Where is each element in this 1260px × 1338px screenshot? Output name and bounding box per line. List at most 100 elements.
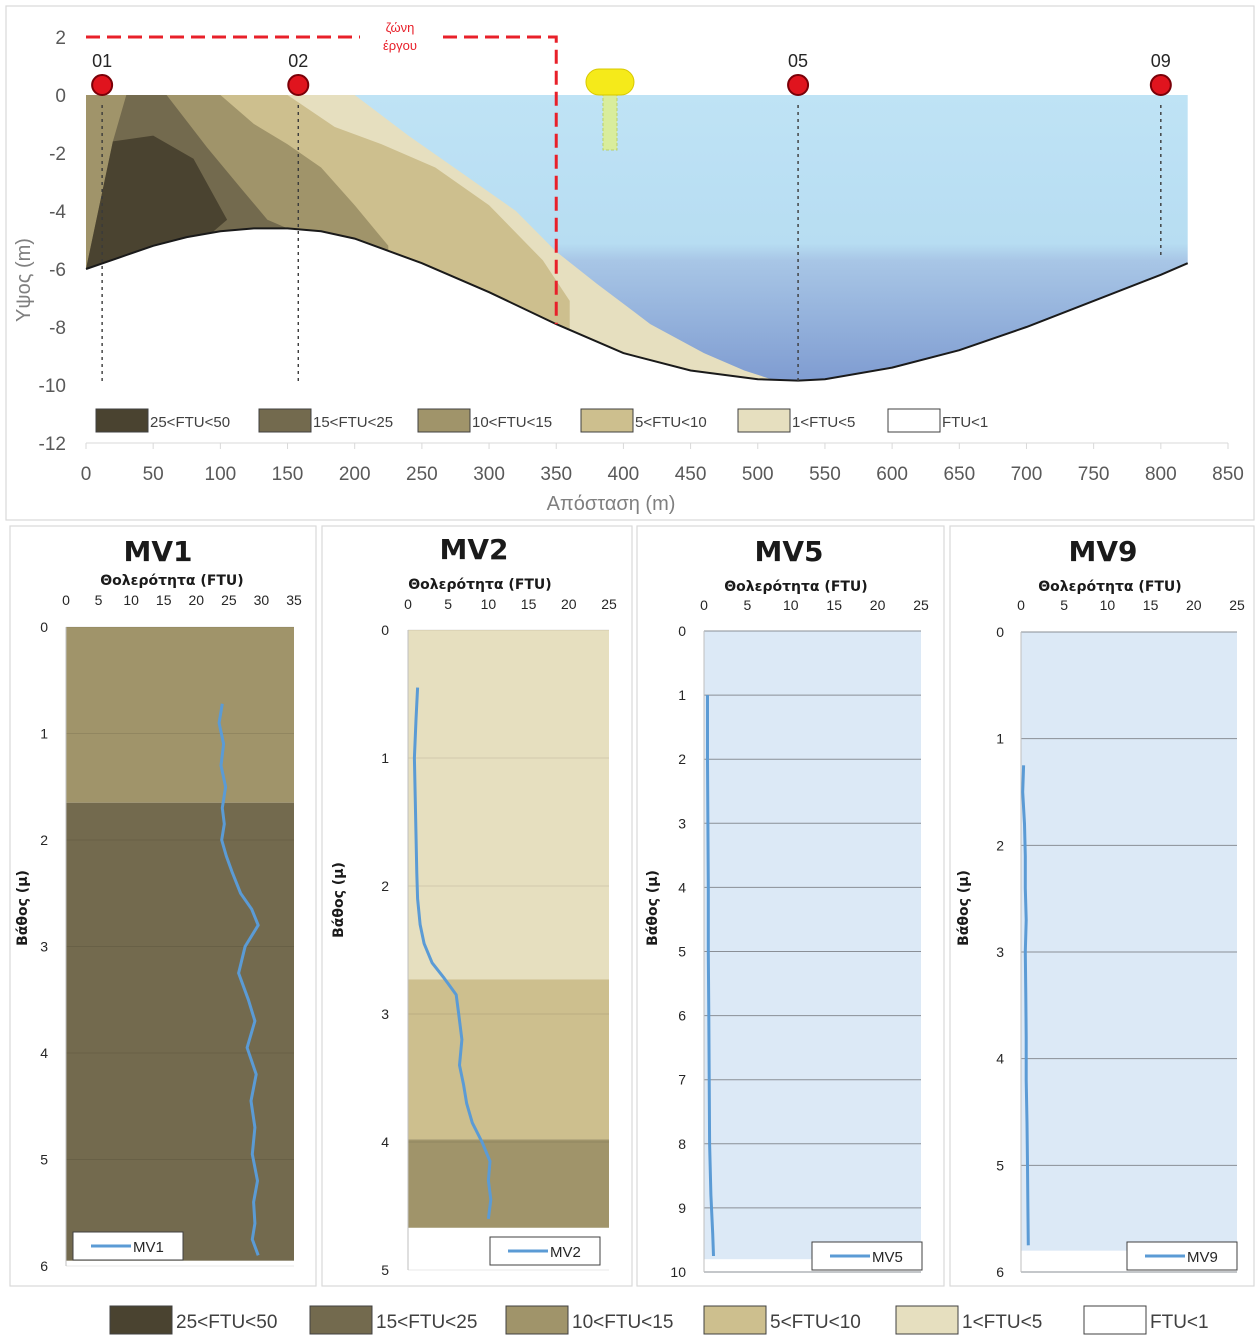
x-tick-label: 0: [404, 596, 412, 612]
cross-section-axes: 0 50 100 150 200 250 300 350 400 450 500 550 600 650 7…: [39, 28, 1244, 485]
y-tick-label: 0: [55, 86, 66, 107]
station-marker: [1149, 74, 1172, 96]
profile-plot: 0 1 2 3 4 5 6 7 8 9 10 0 5 10 15 20 25 MV5: [670, 597, 929, 1280]
x-tick-label: 350: [540, 464, 572, 485]
x-tick-label: 20: [1186, 597, 1202, 613]
x-tick-label: 5: [1060, 597, 1068, 613]
legend-label: FTU<1: [1150, 1312, 1209, 1333]
legend-label: 5<FTU<10: [635, 414, 707, 431]
panel-title: MV2: [439, 533, 508, 566]
y-tick-label: 6: [996, 1264, 1004, 1280]
station-marker: [787, 74, 810, 96]
y-tick-label: 2: [678, 751, 686, 767]
y-tick-label: 3: [678, 815, 686, 831]
panel-x-axis-title: Θολερότητα (FTU): [724, 579, 867, 595]
series-line-mv5: [706, 695, 715, 1257]
profile-panel-mv9: MV9 Θολερότητα (FTU) Βάθος (μ) 0 1 2 3 4 5 6 0 5…: [949, 525, 1255, 1287]
x-tick-label: 5: [444, 596, 452, 612]
x-tick-label: 50: [143, 464, 164, 485]
y-tick-label: 2: [40, 832, 48, 848]
y-tick-label: 0: [381, 622, 389, 638]
cross-section-marks: ζώνη έργου 01 02 05 09: [86, 18, 1172, 385]
x-tick-label: 650: [943, 464, 975, 485]
legend-label: 10<FTU<15: [472, 414, 552, 431]
panel-x-axis-title: Θολερότητα (FTU): [1038, 579, 1181, 595]
legend-label: 25<FTU<50: [176, 1312, 277, 1333]
legend-label: 1<FTU<5: [792, 414, 855, 431]
y-tick-label: -8: [49, 318, 66, 339]
series-line-mv9: [1021, 765, 1030, 1246]
x-tick-label: 600: [876, 464, 908, 485]
y-tick-label: 1: [996, 731, 1004, 747]
x-tick-label: 20: [188, 592, 204, 608]
legend-label: FTU<1: [942, 414, 988, 431]
legend-swatch: [887, 408, 941, 433]
legend-label: 10<FTU<15: [572, 1312, 673, 1333]
x-tick-label: 0: [700, 597, 708, 613]
legend-swatch: [258, 408, 312, 433]
y-tick-label: 3: [381, 1006, 389, 1022]
y-tick-label: 2: [55, 28, 66, 49]
x-tick-label: 10: [123, 592, 139, 608]
panel-x-axis-title: Θολερότητα (FTU): [408, 577, 551, 593]
y-tick-label: 3: [40, 939, 48, 955]
legend-swatch: [417, 408, 471, 433]
y-tick-label: -4: [49, 202, 66, 223]
x-tick-label: 15: [521, 596, 537, 612]
y-tick-label: -2: [49, 144, 66, 165]
project-zone-label: ζώνη: [386, 20, 415, 35]
panel-y-axis-title: Βάθος (μ): [645, 870, 661, 946]
y-tick-label: 0: [40, 619, 48, 635]
panel-title: MV1: [123, 535, 192, 568]
profile-panel-mv5: MV5 Θολερότητα (FTU) Βάθος (μ) 0 1 2 3 4 5 6 7 8…: [636, 525, 945, 1287]
buoy-chain: [602, 91, 618, 151]
y-tick-label: 2: [996, 837, 1004, 853]
x-axis-title: Απόσταση (m): [547, 493, 676, 515]
legend-label: 25<FTU<50: [150, 414, 230, 431]
profile-panel-mv2: MV2 Θολερότητα (FTU) Βάθος (μ) 0 1 2 3 4 5 0 5 1…: [321, 525, 633, 1287]
x-tick-label: 400: [608, 464, 640, 485]
legend-swatch: [580, 408, 634, 433]
x-tick-label: 10: [783, 597, 799, 613]
legend-swatch: [737, 408, 791, 433]
legend-swatch: [505, 1305, 569, 1335]
y-tick-label: 0: [678, 623, 686, 639]
series-line-mv2: [412, 687, 493, 1219]
x-tick-label: 25: [221, 592, 237, 608]
y-tick-label: 6: [678, 1008, 686, 1024]
y-tick-label: 1: [381, 750, 389, 766]
bottom-legend: 25<FTU<50 15<FTU<25 10<FTU<15 5<FTU<10 1<FTU…: [109, 1305, 1209, 1335]
x-tick-label: 450: [675, 464, 707, 485]
station-label: 09: [1151, 51, 1171, 71]
y-tick-label: 3: [996, 944, 1004, 960]
legend-swatch: [703, 1305, 767, 1335]
y-tick-label: 4: [996, 1051, 1004, 1067]
y-tick-label: 5: [996, 1157, 1004, 1173]
legend-swatch: [1083, 1305, 1147, 1335]
y-tick-label: 4: [40, 1045, 48, 1061]
x-tick-label: 850: [1212, 464, 1244, 485]
turbidity-band: [408, 979, 609, 1140]
series-legend-label: MV2: [550, 1244, 581, 1261]
cross-section-legend: 25<FTU<50 15<FTU<25 10<FTU<15 5<FTU<10 1<FTU…: [95, 408, 988, 433]
x-tick-label: 25: [601, 596, 617, 612]
turbidity-band: [66, 802, 294, 1261]
profile-plot: 0 1 2 3 4 5 6 0 5 10 15 20 25 MV9: [996, 597, 1245, 1280]
x-tick-label: 25: [913, 597, 929, 613]
y-tick-label: 5: [40, 1152, 48, 1168]
profile-panel-mv1: MV1 Θολερότητα (FTU) Βάθος (μ) 0 1 2 3 4 5 6 0 5…: [9, 525, 317, 1287]
buoy-icon: [585, 68, 635, 96]
y-tick-label: 4: [381, 1134, 389, 1150]
x-tick-label: 25: [1229, 597, 1245, 613]
y-axis-title: Υψος (m): [13, 238, 35, 322]
panel-y-axis-title: Βάθος (μ): [956, 870, 972, 946]
x-tick-label: 10: [1100, 597, 1116, 613]
x-tick-label: 150: [272, 464, 304, 485]
series-legend-label: MV1: [133, 1239, 164, 1256]
legend-label: 15<FTU<25: [376, 1312, 477, 1333]
turbidity-band: [408, 630, 609, 980]
y-tick-label: 8: [678, 1136, 686, 1152]
legend-swatch: [309, 1305, 373, 1335]
station-label: 02: [288, 51, 308, 71]
y-tick-label: 4: [678, 879, 686, 895]
